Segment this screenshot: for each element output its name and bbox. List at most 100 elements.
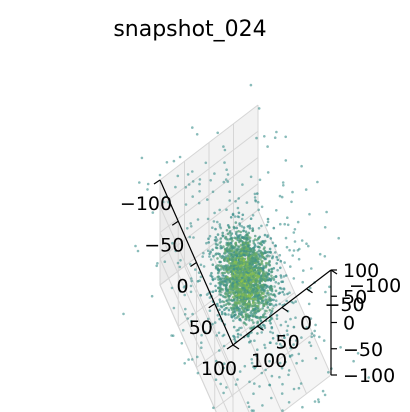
- data-point: [236, 288, 240, 292]
- data-point: [272, 267, 276, 270]
- data-point: [318, 252, 322, 256]
- data-point: [264, 261, 268, 265]
- data-point: [278, 342, 282, 346]
- data-point: [323, 226, 327, 229]
- data-point: [249, 311, 252, 315]
- data-point: [307, 302, 311, 306]
- grid-line-z-back: [159, 258, 229, 412]
- data-point: [203, 330, 207, 334]
- data-point: [263, 346, 267, 350]
- data-point: [233, 280, 236, 284]
- data-point: [222, 366, 225, 370]
- data-point: [270, 274, 273, 278]
- data-point: [234, 317, 237, 320]
- data-point: [226, 281, 229, 285]
- data-point: [253, 192, 257, 196]
- data-point: [297, 386, 301, 390]
- data-point: [256, 292, 260, 295]
- data-point: [269, 279, 273, 282]
- data-point: [259, 319, 263, 322]
- data-point: [264, 286, 268, 290]
- data-point: [251, 214, 255, 217]
- data-point: [237, 211, 241, 215]
- data-point: [246, 262, 249, 266]
- data-point: [310, 332, 314, 335]
- data-point: [220, 305, 224, 309]
- data-point: [284, 360, 287, 364]
- data-point: [253, 339, 256, 343]
- data-point: [216, 243, 219, 247]
- data-point: [313, 400, 317, 403]
- data-point: [155, 264, 158, 268]
- data-point: [216, 275, 219, 279]
- data-point: [223, 148, 227, 152]
- data-point: [245, 233, 248, 236]
- data-point: [263, 233, 267, 237]
- data-point: [242, 273, 245, 277]
- data-point: [200, 346, 203, 350]
- data-point: [269, 330, 272, 334]
- data-point: [211, 248, 214, 251]
- z-tick-label: −100: [343, 365, 395, 387]
- data-point: [248, 226, 252, 230]
- data-point: [254, 365, 257, 369]
- data-point: [235, 267, 239, 270]
- data-point: [230, 270, 233, 274]
- data-point: [313, 329, 317, 333]
- data-point: [240, 266, 243, 269]
- grid-line-z-left: [159, 130, 259, 207]
- y-tick-mark: [281, 307, 289, 312]
- data-point: [240, 296, 244, 300]
- data-point: [292, 231, 296, 234]
- data-point: [187, 183, 191, 186]
- data-point: [191, 126, 194, 129]
- data-point: [222, 245, 225, 248]
- data-point: [292, 343, 295, 346]
- data-point: [242, 321, 246, 324]
- data-point: [235, 294, 238, 298]
- data-point: [297, 257, 301, 261]
- data-point: [223, 258, 226, 262]
- chart-title: snapshot_024: [113, 17, 266, 42]
- x-tick-mark: [190, 262, 197, 267]
- data-point: [151, 211, 155, 214]
- data-point: [288, 291, 291, 295]
- data-point: [223, 161, 226, 164]
- data-point: [249, 314, 253, 318]
- data-point: [230, 245, 234, 249]
- data-point: [218, 241, 222, 245]
- data-point: [242, 226, 246, 229]
- data-point: [179, 259, 182, 262]
- data-point: [213, 321, 217, 324]
- data-point: [247, 276, 250, 280]
- data-point: [272, 304, 276, 308]
- data-point: [264, 278, 268, 281]
- data-point: [225, 208, 228, 211]
- data-point: [243, 290, 247, 294]
- data-point: [296, 220, 300, 224]
- data-point: [257, 226, 261, 230]
- data-point: [231, 284, 234, 288]
- data-point: [234, 383, 238, 386]
- data-point: [279, 222, 282, 226]
- data-point: [267, 300, 270, 304]
- data-point: [165, 161, 169, 164]
- data-point: [257, 107, 261, 110]
- data-point: [252, 392, 255, 396]
- data-point: [270, 298, 274, 302]
- data-point: [265, 223, 269, 227]
- data-point: [234, 262, 237, 265]
- data-point: [263, 315, 266, 319]
- data-point: [247, 315, 250, 318]
- data-point: [278, 361, 282, 365]
- data-point: [233, 299, 236, 302]
- data-point: [226, 267, 230, 270]
- data-point: [222, 180, 226, 184]
- data-point: [224, 284, 228, 288]
- data-point: [270, 353, 273, 357]
- data-point: [270, 270, 274, 274]
- data-point: [301, 280, 305, 284]
- data-point: [250, 361, 254, 365]
- data-point: [305, 326, 309, 329]
- data-point: [288, 339, 292, 342]
